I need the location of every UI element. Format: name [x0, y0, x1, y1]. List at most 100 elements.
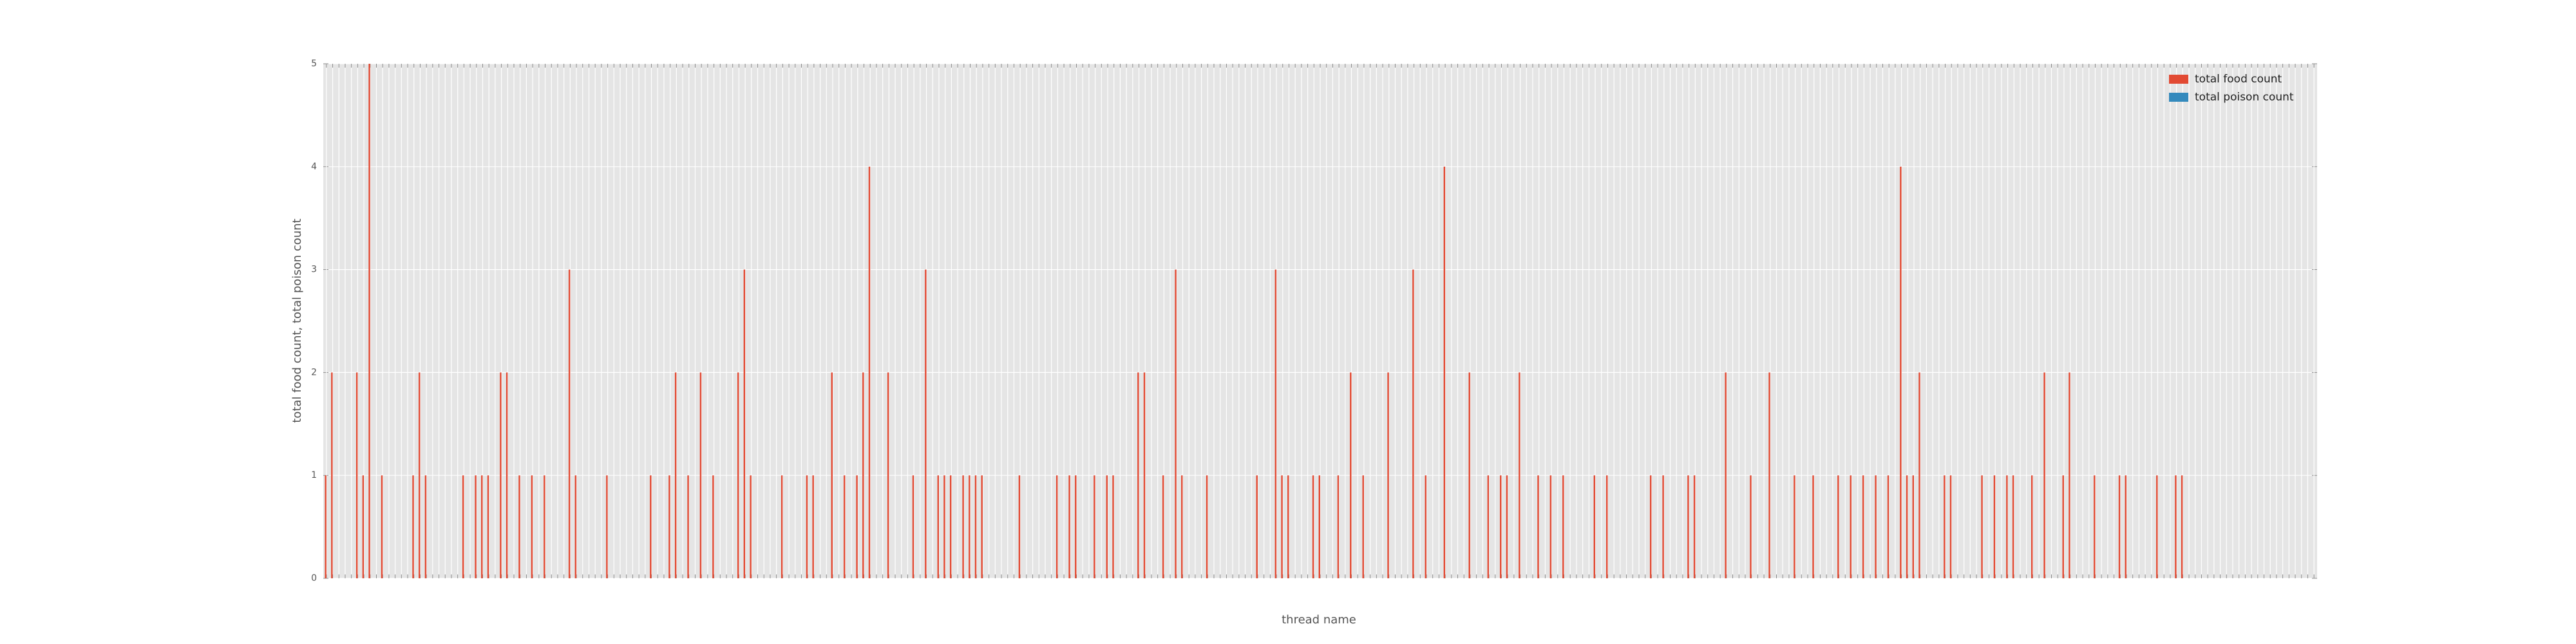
bar: [1812, 475, 1814, 578]
bar: [1981, 475, 1983, 578]
bar: [937, 475, 939, 578]
bar: [1862, 475, 1864, 578]
y-tick-label: 1: [311, 470, 317, 480]
bar: [481, 475, 483, 578]
bar: [974, 475, 977, 578]
bar: [1875, 475, 1877, 578]
bar: [943, 475, 945, 578]
bar: [1112, 475, 1114, 578]
bar: [2125, 475, 2126, 578]
y-tick-label: 5: [311, 59, 317, 69]
bar: [574, 475, 577, 578]
bar: [381, 475, 383, 578]
bar: [487, 475, 489, 578]
bar: [1387, 372, 1389, 578]
bar: [743, 269, 746, 578]
bar: [806, 475, 808, 578]
bar: [1944, 475, 1946, 578]
bar: [2094, 475, 2096, 578]
bar: [506, 372, 508, 578]
bar: [368, 64, 370, 578]
bar: [1318, 475, 1320, 578]
bar: [912, 475, 914, 578]
bar: [699, 372, 702, 578]
bar: [737, 372, 739, 578]
bar: [2069, 372, 2070, 578]
bar: [1837, 475, 1839, 578]
bar: [2031, 475, 2033, 578]
bar: [1649, 475, 1652, 578]
bar: [1068, 475, 1070, 578]
bar: [1312, 475, 1314, 578]
bar: [1750, 475, 1752, 578]
bar: [518, 475, 520, 578]
bar: [1337, 475, 1340, 578]
bar: [981, 475, 983, 578]
bar: [674, 372, 677, 578]
bar: [1725, 372, 1727, 578]
bar: [1075, 475, 1077, 578]
bar: [868, 166, 871, 578]
bar: [2181, 475, 2183, 578]
bar: [1906, 475, 1908, 578]
bar: [1593, 475, 1596, 578]
bar: [1900, 166, 1902, 578]
bar: [325, 475, 327, 578]
bar: [1094, 475, 1095, 578]
y-tick-label: 0: [311, 573, 317, 583]
legend-label: total poison count: [2195, 91, 2294, 104]
bar: [1443, 166, 1446, 578]
bar: [531, 475, 533, 578]
bar: [1912, 475, 1915, 578]
bar: [1687, 475, 1689, 578]
bar: [568, 269, 571, 578]
bar: [1850, 475, 1852, 578]
bar: [1425, 475, 1426, 578]
bar: [362, 475, 365, 578]
bar: [1506, 475, 1508, 578]
bar: [1549, 475, 1552, 578]
bar: [1056, 475, 1058, 578]
bar: [969, 475, 971, 578]
bar: [862, 372, 864, 578]
bar: [2062, 475, 2064, 578]
bar: [1287, 475, 1289, 578]
bar: [1693, 475, 1696, 578]
bar: [712, 475, 714, 578]
bar: [1768, 372, 1770, 578]
legend-swatch: [2169, 93, 2188, 102]
bar: [331, 372, 333, 578]
bar: [1162, 475, 1164, 578]
y-tick-label: 3: [311, 265, 317, 275]
bar: [412, 475, 414, 578]
bar: [1500, 475, 1502, 578]
x-axis-label: thread name: [1282, 613, 1356, 627]
bar: [1137, 372, 1139, 578]
bar: [1949, 475, 1952, 578]
bar: [750, 475, 752, 578]
bar: [1274, 269, 1277, 578]
bar: [925, 269, 927, 578]
bar: [856, 475, 858, 578]
bar: [1281, 475, 1283, 578]
bar: [668, 475, 670, 578]
bar: [2156, 475, 2158, 578]
bar: [2006, 475, 2008, 578]
bar: [1606, 475, 1608, 578]
bar: [1468, 372, 1470, 578]
bars: [325, 64, 2183, 578]
bar: [1143, 372, 1146, 578]
bar: [1412, 269, 1414, 578]
bar: [1993, 475, 1996, 578]
bar: [687, 475, 689, 578]
bar: [843, 475, 846, 578]
bar: [462, 475, 464, 578]
bar: [1106, 475, 1108, 578]
bar: [355, 372, 358, 578]
bar: [1350, 372, 1352, 578]
y-axis-label: total food count, total poison count: [290, 218, 304, 422]
bar: [2118, 475, 2121, 578]
bar: [1537, 475, 1539, 578]
y-tick-label: 4: [311, 162, 317, 172]
